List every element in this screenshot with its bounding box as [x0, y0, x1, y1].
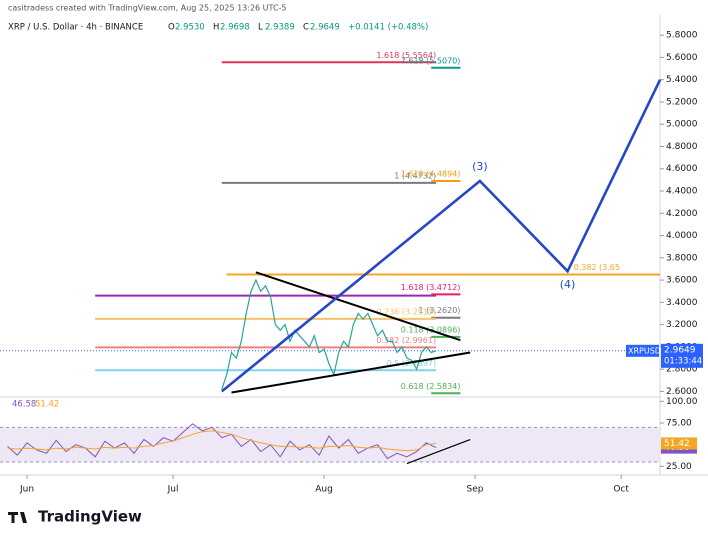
y-tick-label: 2.8000	[666, 365, 698, 375]
fib-label: 1 (3.2620)	[419, 306, 461, 315]
ticker-box	[626, 344, 659, 357]
y-tick-label: 5.4000	[666, 75, 698, 85]
fib-label: 7.618 (5.5070)	[401, 56, 461, 65]
rsi-legend-value: 51.42	[35, 400, 59, 410]
fib-label: 1.618 (4.4894)	[401, 170, 461, 179]
symbol: XRP / U.S. Dollar · 4h · BINANCE	[8, 23, 143, 33]
y-tick-label: 2.6000	[666, 387, 698, 397]
projection-path	[220, 79, 662, 393]
ohlc-value: 2.9649	[310, 23, 340, 33]
credit: casitradess created with TradingView.com…	[8, 4, 287, 13]
price-box	[661, 343, 703, 368]
x-tick-label: Jun	[19, 485, 34, 495]
fib-label: 0.382 (2.9961)	[376, 336, 436, 345]
logo-icon	[8, 512, 27, 523]
countdown: 01:33:44	[664, 356, 702, 366]
x-tick-label: Oct	[613, 485, 629, 495]
trendline	[255, 271, 461, 342]
rsi-line	[7, 430, 437, 452]
wave-label: (4)	[560, 278, 576, 291]
y-tick-label: 5.0000	[666, 120, 698, 130]
rsi-trendline	[406, 439, 471, 465]
rsi-axis-box	[661, 437, 697, 450]
rsi-line	[7, 423, 437, 460]
ohlc-key: L	[258, 23, 263, 33]
y-tick-label: 5.2000	[666, 97, 698, 107]
change: +0.0141 (+0.48%)	[348, 23, 428, 33]
last-price: 2.9649	[664, 345, 696, 355]
y-tick-label: 3.2000	[666, 320, 698, 330]
fib-label: 1.618 (3.4712)	[401, 283, 461, 292]
wave-label: (3)	[472, 160, 488, 173]
fib-label: 1.618 (5.5564)	[376, 51, 436, 60]
ohlc-key: H	[213, 23, 219, 33]
fib-label: 0.382 (3.65	[574, 263, 620, 272]
x-tick-label: Sep	[467, 485, 484, 495]
ohlc-value: 2.9698	[220, 23, 250, 33]
y-tick-label: 25.00	[666, 462, 692, 472]
y-tick-label: 3.4000	[666, 298, 698, 308]
fib-label: 1 (4.4732)	[394, 171, 436, 180]
logo: TradingView	[38, 508, 142, 526]
rsi-axis-value: 51.42	[664, 439, 690, 449]
rsi-legend-value: 46.58	[12, 400, 36, 410]
rsi-band	[0, 427, 660, 462]
fib-label: 0.618 (2.5834)	[401, 382, 461, 391]
y-tick-label: 3.6000	[666, 276, 698, 286]
ohlc-value: 2.9389	[265, 23, 295, 33]
y-tick-label: 5.8000	[666, 31, 698, 41]
ticker: XRPUSD	[628, 346, 661, 355]
x-tick-label: Aug	[315, 485, 333, 495]
y-tick-label: 75.00	[666, 419, 692, 429]
price-line	[221, 278, 437, 390]
ohlc-key: C	[303, 23, 309, 33]
y-tick-label: 4.4000	[666, 187, 698, 197]
ohlc-key: O	[168, 23, 175, 33]
y-tick-label: 3.8000	[666, 253, 698, 263]
fib-label: 0.236 (3.2515)	[376, 307, 436, 316]
y-tick-label: 4.6000	[666, 164, 698, 174]
y-tick-label: 100.00	[666, 397, 698, 407]
x-tick-label: Jul	[167, 485, 179, 495]
trendline	[231, 351, 471, 394]
ohlc-value: 2.9530	[175, 23, 205, 33]
y-tick-label: 5.6000	[666, 53, 698, 63]
y-tick-label: 4.2000	[666, 209, 698, 219]
y-tick-label: 4.8000	[666, 142, 698, 152]
y-tick-label: 4.0000	[666, 231, 698, 241]
